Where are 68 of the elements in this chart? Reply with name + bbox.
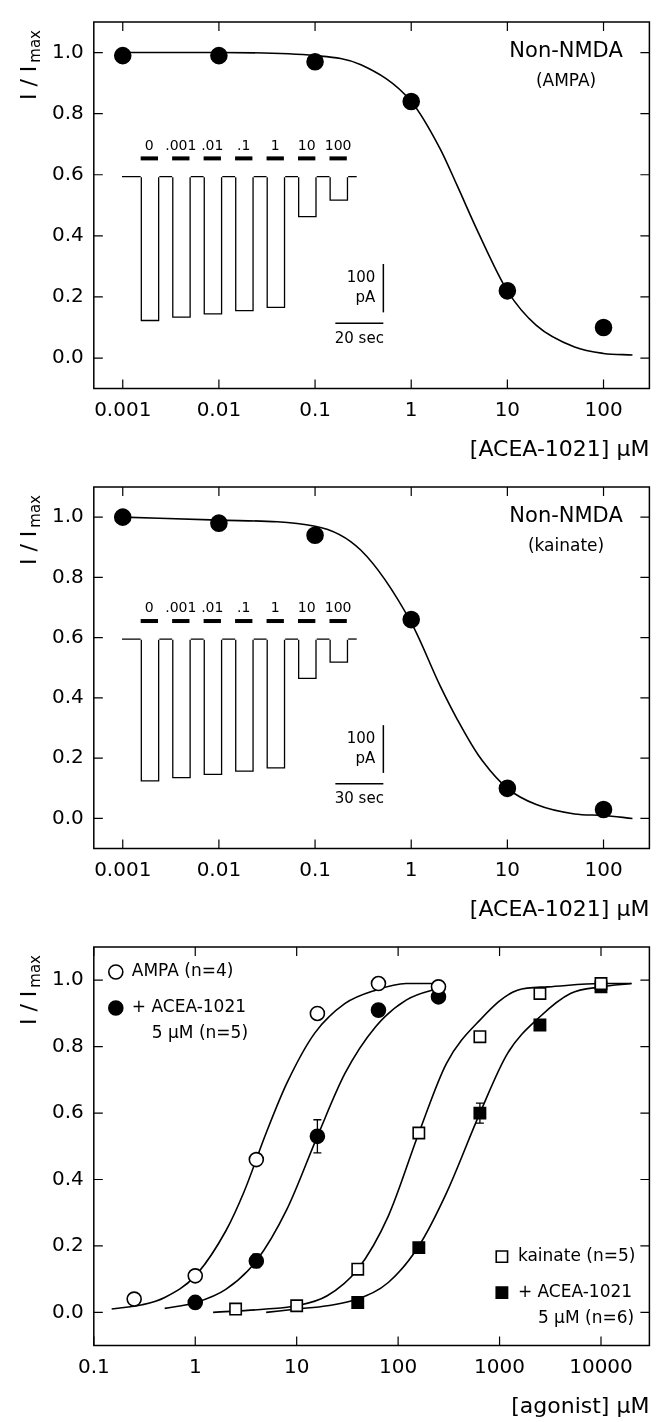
x-tick-label: 0.001 <box>94 856 152 881</box>
y-tick-label: 0.6 <box>51 623 84 648</box>
annotation: .01 <box>200 599 223 616</box>
x-tick-label: 0.1 <box>299 396 331 421</box>
x-tick-label: 0.01 <box>196 856 242 881</box>
legend-label: + ACEA-1021 5 μM (n=5) <box>131 996 249 1043</box>
x-axis-title: [ACEA-1021] μM <box>469 895 650 921</box>
annotation: .1 <box>236 599 250 616</box>
x-tick-label: 1000 <box>474 1353 526 1378</box>
y-tick-label: 0.2 <box>51 744 84 769</box>
annotation: (kainate) <box>527 535 605 556</box>
annotation: 1 <box>270 136 280 153</box>
x-tick-label: 0.1 <box>77 1353 110 1378</box>
x-tick-label: 100 <box>584 856 623 881</box>
annotation: 20 sec <box>334 329 384 348</box>
annotation: 0 <box>144 599 154 616</box>
y-tick-label: 0.0 <box>51 804 84 829</box>
x-tick-label: 100 <box>584 396 623 421</box>
x-axis-title: [agonist] μM <box>511 1392 650 1418</box>
annotation: 100 <box>324 599 352 616</box>
y-tick-label: 0.4 <box>51 1165 84 1190</box>
annotation: 10 <box>297 136 316 153</box>
y-tick-label: 0.2 <box>51 1232 84 1257</box>
y-tick-label: 1.0 <box>51 966 84 991</box>
annotation: 30 sec <box>334 789 384 808</box>
y-tick-label: 0.0 <box>51 344 84 369</box>
x-tick-label: 1 <box>188 1353 202 1378</box>
y-axis-title: I / Imax <box>16 29 44 101</box>
legend-label: kainate (n=5) <box>517 1245 636 1266</box>
annotation: .001 <box>164 136 196 153</box>
y-tick-label: 0.8 <box>51 99 84 124</box>
annotation: 1 <box>270 599 280 616</box>
x-tick-label: 1 <box>404 856 418 881</box>
x-tick-label: 10 <box>283 1353 310 1378</box>
x-tick-label: 0.01 <box>196 396 242 421</box>
annotation: 100 pA <box>346 267 376 306</box>
y-tick-label: 0.6 <box>51 160 84 185</box>
x-tick-label: 100 <box>379 1353 418 1378</box>
y-tick-label: 0.0 <box>51 1298 84 1323</box>
annotation: (AMPA) <box>535 70 597 91</box>
x-tick-label: 0.001 <box>94 396 152 421</box>
annotation: .1 <box>236 136 250 153</box>
x-tick-label: 1 <box>404 396 418 421</box>
y-tick-label: 0.4 <box>51 684 84 709</box>
legend-label: + ACEA-1021 5 μM (n=6) <box>517 1281 635 1328</box>
y-tick-label: 0.4 <box>51 222 84 247</box>
y-tick-label: 1.0 <box>51 38 84 63</box>
annotation: 10 <box>297 599 316 616</box>
annotation: .01 <box>200 136 223 153</box>
y-axis-title: I / Imax <box>16 954 44 1026</box>
y-tick-label: 0.8 <box>51 1032 84 1057</box>
annotation: 100 pA <box>346 729 376 767</box>
annotation: .001 <box>164 599 196 616</box>
x-axis-title: [ACEA-1021] μM <box>469 435 650 461</box>
y-tick-label: 0.2 <box>51 283 84 308</box>
x-tick-label: 10 <box>494 396 521 421</box>
x-tick-label: 10 <box>494 856 521 881</box>
y-tick-label: 0.8 <box>51 563 84 588</box>
x-tick-label: 0.1 <box>299 856 331 881</box>
legend-label: AMPA (n=4) <box>131 960 234 981</box>
annotation: 0 <box>144 136 154 153</box>
annotation: Non-NMDA <box>509 503 624 528</box>
y-tick-label: 1.0 <box>51 503 84 528</box>
x-tick-label: 10000 <box>569 1353 633 1378</box>
annotation: Non-NMDA <box>509 38 624 63</box>
annotation: 100 <box>324 136 352 153</box>
y-axis-title: I / Imax <box>16 494 44 566</box>
y-tick-label: 0.6 <box>51 1099 84 1124</box>
